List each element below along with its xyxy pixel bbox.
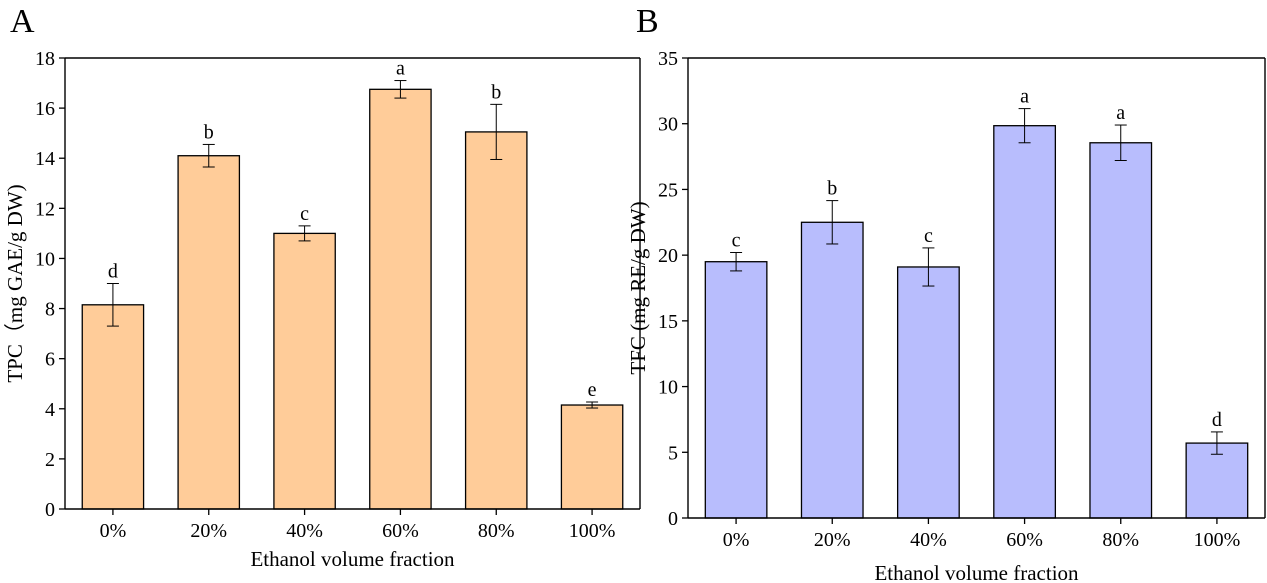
x-tick-label: 0% bbox=[723, 529, 750, 551]
y-tick-label: 4 bbox=[45, 399, 55, 421]
significance-label: e bbox=[588, 379, 597, 401]
significance-label: c bbox=[924, 225, 933, 247]
y-tick-label: 35 bbox=[658, 48, 678, 70]
significance-label: b bbox=[491, 81, 501, 103]
significance-label: d bbox=[108, 261, 118, 283]
bar-0pct bbox=[704, 261, 768, 519]
bar-20pct bbox=[800, 221, 864, 519]
x-tick-label: 80% bbox=[1102, 529, 1139, 551]
significance-label: a bbox=[396, 58, 405, 80]
y-axis-title: TPC（mg GAE/g DW) bbox=[3, 184, 27, 382]
bar-100pct bbox=[1185, 442, 1249, 519]
error-bar bbox=[586, 401, 599, 409]
significance-label: d bbox=[1212, 409, 1222, 431]
error-bar bbox=[1210, 431, 1223, 455]
x-tick-label: 20% bbox=[814, 529, 851, 551]
y-axis-title: TFC (mg RE/g DW) bbox=[626, 201, 650, 374]
bar-100pct bbox=[560, 404, 624, 510]
y-tick-label: 14 bbox=[35, 148, 55, 170]
x-tick-label: 40% bbox=[910, 529, 947, 551]
error-bar bbox=[730, 252, 743, 272]
significance-label: c bbox=[732, 230, 741, 252]
bar-60pct bbox=[369, 88, 432, 510]
x-tick-label: 60% bbox=[382, 520, 419, 542]
y-tick-label: 10 bbox=[35, 248, 55, 270]
x-tick-label: 60% bbox=[1006, 529, 1043, 551]
bar-60pct bbox=[993, 125, 1057, 519]
significance-label: c bbox=[300, 203, 309, 225]
x-tick-label: 80% bbox=[478, 520, 515, 542]
bar-0pct bbox=[81, 304, 145, 510]
y-tick-label: 10 bbox=[658, 377, 678, 399]
error-bar bbox=[202, 143, 215, 168]
x-tick-label: 20% bbox=[190, 520, 227, 542]
error-bar bbox=[298, 225, 311, 242]
y-tick-label: 12 bbox=[35, 198, 55, 220]
error-bar bbox=[1114, 124, 1127, 162]
significance-label: a bbox=[1020, 86, 1029, 108]
y-tick-label: 5 bbox=[668, 442, 678, 464]
y-tick-label: 8 bbox=[45, 299, 55, 321]
bar-40pct bbox=[896, 266, 960, 519]
x-axis-title: Ethanol volume fraction bbox=[250, 547, 455, 571]
y-tick-label: 0 bbox=[45, 499, 55, 521]
x-tick-label: 0% bbox=[100, 520, 127, 542]
panel-a: Ad 0% b 20% c 40% a 60% b 80% e 100% 0 2 4 6 8 10 12 14 16 18… bbox=[3, 3, 641, 571]
panel-letter: A bbox=[10, 3, 35, 40]
significance-label: b bbox=[204, 121, 214, 143]
panel-b: Bc 0% b 20% c 40% a 60% a 80% d 100% 0 5 10 15 20 25 30 35 E… bbox=[626, 3, 1266, 583]
y-tick-label: 15 bbox=[658, 311, 678, 333]
y-tick-label: 2 bbox=[45, 449, 55, 471]
x-tick-label: 40% bbox=[286, 520, 323, 542]
error-bar bbox=[106, 283, 119, 327]
error-bar bbox=[490, 103, 503, 160]
y-tick-label: 0 bbox=[668, 508, 678, 530]
bar-20pct bbox=[177, 155, 241, 510]
error-bar bbox=[922, 247, 935, 287]
bar-80pct bbox=[1089, 142, 1153, 519]
error-bar bbox=[1018, 108, 1031, 144]
y-tick-label: 20 bbox=[658, 245, 678, 267]
y-tick-label: 25 bbox=[658, 179, 678, 201]
panel-letter: B bbox=[636, 3, 659, 40]
y-tick-label: 6 bbox=[45, 349, 55, 371]
bar-40pct bbox=[273, 232, 336, 510]
bar-80pct bbox=[464, 131, 528, 510]
error-bar bbox=[394, 80, 407, 99]
significance-label: b bbox=[827, 178, 837, 200]
y-tick-label: 30 bbox=[658, 114, 678, 136]
x-tick-label: 100% bbox=[1194, 529, 1241, 551]
x-tick-label: 100% bbox=[569, 520, 616, 542]
error-bar bbox=[826, 200, 839, 245]
y-tick-label: 18 bbox=[35, 48, 55, 70]
y-tick-label: 16 bbox=[35, 98, 55, 120]
significance-label: a bbox=[1116, 102, 1125, 124]
x-axis-title: Ethanol volume fraction bbox=[874, 561, 1079, 583]
